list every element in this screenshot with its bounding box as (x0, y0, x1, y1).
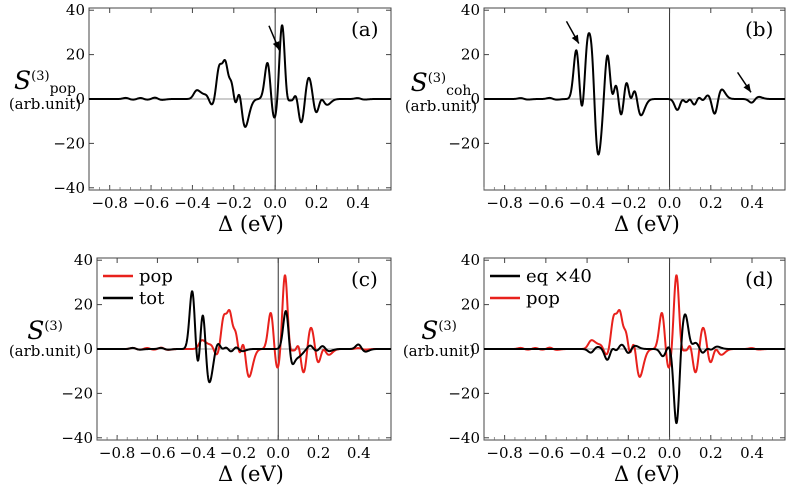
panel-a-ytick-label: 40 (66, 1, 85, 19)
panel-d-xtick-label: 0.4 (740, 444, 764, 462)
panel-a-ytick-label: 20 (66, 46, 85, 64)
panel-c-ytick-label: −40 (61, 429, 93, 447)
panel-d-ylabel-unit: (arb.unit) (402, 342, 476, 360)
panel-d-xtick-label: −0.8 (486, 444, 522, 462)
panel-b-xtick-label: −0.2 (610, 194, 646, 212)
panel-d-xtick-label: −0.6 (528, 444, 564, 462)
panel-a-xtick-label: −0.6 (133, 194, 169, 212)
panel-a-ylabel-sub: pop (49, 81, 76, 98)
panel-c-xlabel: Δ (eV) (218, 462, 284, 486)
panel-d-xtick-label: 0.0 (658, 444, 682, 462)
panel-c-legend-label: tot (139, 288, 165, 309)
panel-b-ytick-label: −20 (448, 134, 480, 152)
panel-a-ytick-label: 0 (75, 90, 85, 108)
panel-c-ylabel-unit: (arb.unit) (8, 342, 82, 360)
panel-d-ylabel-sup: (3) (438, 318, 457, 334)
panel-a-ylabel-unit: (arb.unit) (8, 95, 82, 114)
panel-d-xtick-label: −0.2 (610, 444, 646, 462)
panel-d-ytick-label: 20 (461, 296, 480, 314)
panel-a-xtick-label: 0.4 (346, 194, 370, 212)
panel-b-xtick-label: 0.2 (699, 194, 723, 212)
panel-b-ylabel-unit: (arb.unit) (404, 97, 478, 116)
panel-c-ytick-label: 40 (74, 251, 93, 269)
panel-c-xtick-label: 0.2 (307, 444, 331, 462)
panel-d-series-eq40-line (484, 313, 785, 425)
panel-a-xtick-label: −0.4 (174, 194, 210, 212)
panel-b-xtick-label: −0.4 (569, 194, 605, 212)
panel-d-ylabel-symbol: S (421, 316, 439, 345)
panel-c-xtick-label: 0.0 (266, 444, 290, 462)
panel-c-ylabel-sup: (3) (44, 318, 63, 334)
panel-d-xtick-label: −0.4 (569, 444, 605, 462)
panel-c-xtick-label: −0.6 (139, 444, 175, 462)
panel-a-ytick-label: −40 (53, 179, 85, 197)
panel-c-ytick-label: 0 (83, 340, 93, 358)
panel-b-ylabel: S(3)coh (arb.unit) (398, 70, 484, 114)
panel-b-ylabel-sup: (3) (427, 70, 447, 86)
panel-c-xtick-label: −0.8 (99, 444, 135, 462)
panel-a-ylabel: S(3)pop (arb.unit) (2, 68, 88, 112)
panel-a-annotation-arrowhead (272, 41, 280, 51)
panel-c-ytick-label: 20 (74, 296, 93, 314)
panel-d-ytick-label: −40 (448, 429, 480, 447)
panel-b-ylabel-sub: coh (446, 83, 472, 100)
panel-a-xtick-label: −0.8 (91, 194, 127, 212)
panel-b-xtick-label: −0.8 (486, 194, 522, 212)
panel-d-ytick-label: 40 (461, 251, 480, 269)
panel-b-ytick-label: 40 (461, 1, 480, 19)
panel-d-ytick-label: −20 (448, 384, 480, 402)
panel-b-series-coh-line (484, 32, 785, 156)
panel-a-xtick-label: −0.2 (216, 194, 252, 212)
panel-b-xtick-label: 0.0 (658, 194, 682, 212)
panel-b-xtick-label: −0.6 (528, 194, 564, 212)
panel-c-xtick-label: 0.4 (347, 444, 371, 462)
panel-c-xtick-label: −0.4 (179, 444, 215, 462)
panel-c-series-tot-line (97, 290, 391, 384)
panel-b-ylabel-symbol: S (410, 68, 428, 97)
panel-b-xlabel: Δ (eV) (614, 212, 680, 236)
panel-d-xlabel: Δ (eV) (614, 462, 680, 486)
panel-c-label: (c) (351, 267, 378, 291)
panel-c-ylabel: S(3) (arb.unit) (2, 318, 88, 359)
panel-a-series-pop-line (89, 24, 391, 128)
panel-b-ytick-label: 0 (470, 90, 480, 108)
panel-c-ytick-label: −20 (61, 384, 93, 402)
panel-b-label: (b) (745, 17, 773, 41)
panel-a-ytick-label: −20 (53, 134, 85, 152)
panel-a-ylabel-sup: (3) (31, 68, 50, 84)
panel-a-ylabel-symbol: S (14, 66, 32, 95)
panel-d-ytick-label: 0 (470, 340, 480, 358)
panel-d-label: (d) (745, 267, 773, 291)
panel-b-annotation-arrowhead (571, 34, 579, 44)
panel-a-xlabel: Δ (eV) (218, 212, 284, 236)
panel-a-xtick-label: 0.2 (305, 194, 329, 212)
panel-b-xtick-label: 0.4 (740, 194, 764, 212)
panel-a-label: (a) (351, 17, 379, 41)
panel-c-xtick-label: −0.2 (220, 444, 256, 462)
panel-b-ytick-label: 20 (461, 46, 480, 64)
panel-a-xtick-label: 0.0 (263, 194, 287, 212)
panel-d-legend-label: eq ×40 (526, 266, 592, 287)
panel-d-ylabel: S(3) (arb.unit) (396, 318, 482, 359)
panel-b-annotation-arrowhead (743, 83, 751, 93)
panel-c-legend-label: pop (139, 266, 173, 287)
panel-c-ylabel-symbol: S (27, 316, 45, 345)
panel-d-legend-label: pop (526, 288, 560, 309)
panel-d-xtick-label: 0.2 (699, 444, 723, 462)
